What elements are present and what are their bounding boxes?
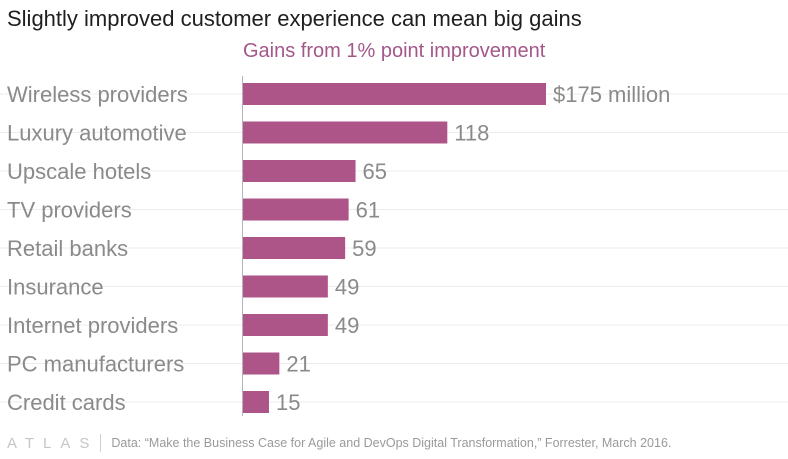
atlas-logo: ATLAS — [7, 434, 99, 452]
bar — [243, 160, 356, 182]
footer-divider — [100, 434, 102, 452]
value-label: $175 million — [553, 82, 670, 107]
source-note: Data: “Make the Business Case for Agile … — [111, 436, 672, 450]
bar-chart: Wireless providers $175 million Luxury aut… — [0, 76, 788, 416]
footer: ATLAS Data: “Make the Business Case for … — [7, 432, 671, 454]
category-label: Credit cards — [7, 390, 126, 415]
value-label: 15 — [276, 390, 300, 415]
category-label: TV providers — [7, 198, 132, 223]
value-label: 21 — [286, 352, 310, 377]
category-label: Wireless providers — [7, 82, 188, 107]
category-label: Retail banks — [7, 236, 128, 261]
value-label: 118 — [454, 121, 489, 146]
value-label: 61 — [356, 198, 380, 223]
value-label: 49 — [335, 313, 359, 338]
chart-subtitle: Gains from 1% point improvement — [243, 40, 546, 62]
bar — [243, 198, 349, 221]
category-label: Internet providers — [7, 313, 178, 338]
category-label: PC manufacturers — [7, 352, 184, 377]
bar — [243, 352, 280, 375]
bar — [243, 275, 328, 298]
category-label: Insurance — [7, 275, 104, 300]
bar — [243, 391, 269, 413]
chart-title: Slightly improved customer experience ca… — [7, 6, 582, 31]
bar — [243, 314, 328, 336]
bar — [243, 83, 546, 105]
category-label: Upscale hotels — [7, 159, 151, 184]
value-label: 49 — [335, 275, 359, 300]
category-label: Luxury automotive — [7, 121, 187, 146]
value-label: 65 — [363, 159, 387, 184]
value-label: 59 — [352, 236, 376, 261]
bar — [243, 121, 448, 144]
bar — [243, 237, 346, 259]
